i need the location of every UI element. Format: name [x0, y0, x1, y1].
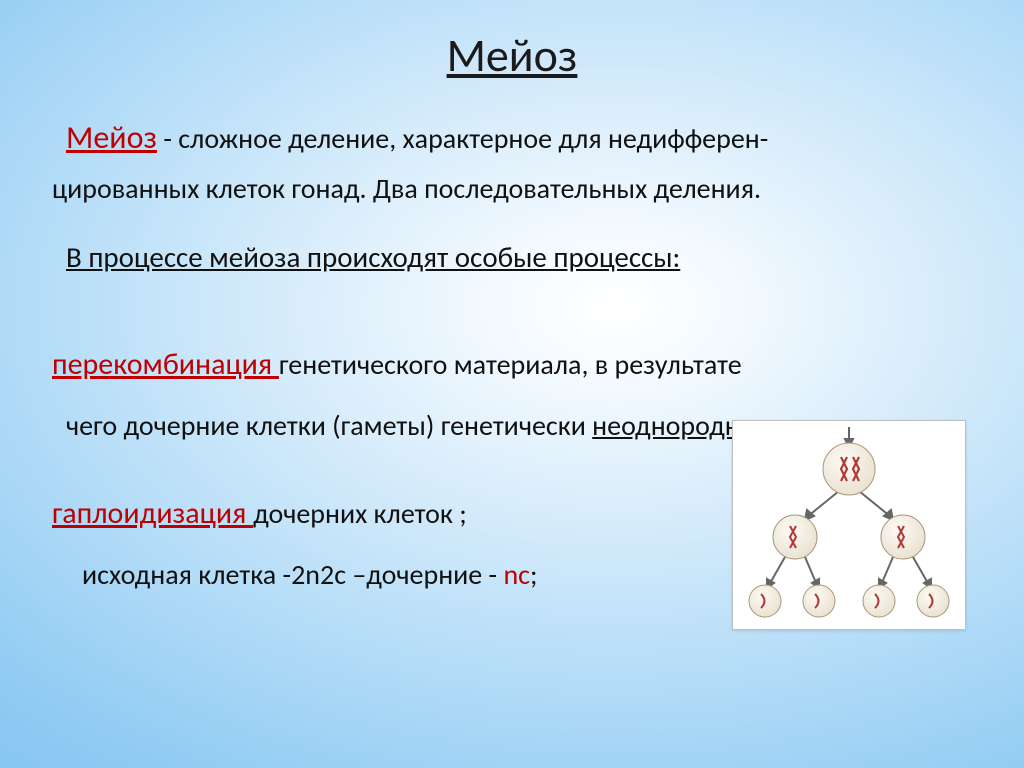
- meiosis-diagram: [732, 420, 966, 630]
- process-2-rest: дочерних клеток ;: [253, 496, 467, 531]
- diagram-mid-right-cell: [881, 515, 925, 559]
- diagram-parent-cell: [823, 443, 875, 495]
- process-2-line-2c: ;: [530, 557, 538, 592]
- subheading: В процессе мейоза происходят особые проц…: [66, 236, 680, 280]
- subheading-wrap: В процессе мейоза происходят особые проц…: [66, 228, 972, 308]
- term-meiosis: Мейоз: [66, 118, 157, 157]
- process-1-line-1: перекомбинация генетического материала, …: [52, 342, 972, 387]
- diagram-gamete-2: [803, 585, 835, 617]
- process-1-rest-1: генетического материала, в результате: [279, 347, 742, 382]
- process-2-line-2a: исходная клетка -2n2c –дочерние -: [82, 557, 503, 592]
- definition-line-2: цированных клеток гонад. Два последовате…: [52, 168, 972, 210]
- meiosis-diagram-svg: [733, 421, 965, 629]
- diagram-mid-left-cell: [773, 515, 817, 559]
- diagram-gamete-3: [863, 585, 895, 617]
- slide-title: Мейоз: [52, 28, 972, 84]
- definition-line-1: Мейоз - сложное деление, характерное для…: [66, 114, 972, 162]
- term-recombination: перекомбинация: [52, 346, 279, 383]
- term-haploidization: гаплоидизация: [52, 495, 253, 532]
- definition-rest-1: - сложное деление, характерное для недиф…: [157, 121, 768, 156]
- diagram-gamete-4: [917, 585, 949, 617]
- process-1-rest-2: чего дочерние клетки (гаметы) генетическ…: [66, 408, 592, 443]
- diagram-gamete-1: [749, 585, 781, 617]
- process-2-nc: nc: [503, 557, 530, 592]
